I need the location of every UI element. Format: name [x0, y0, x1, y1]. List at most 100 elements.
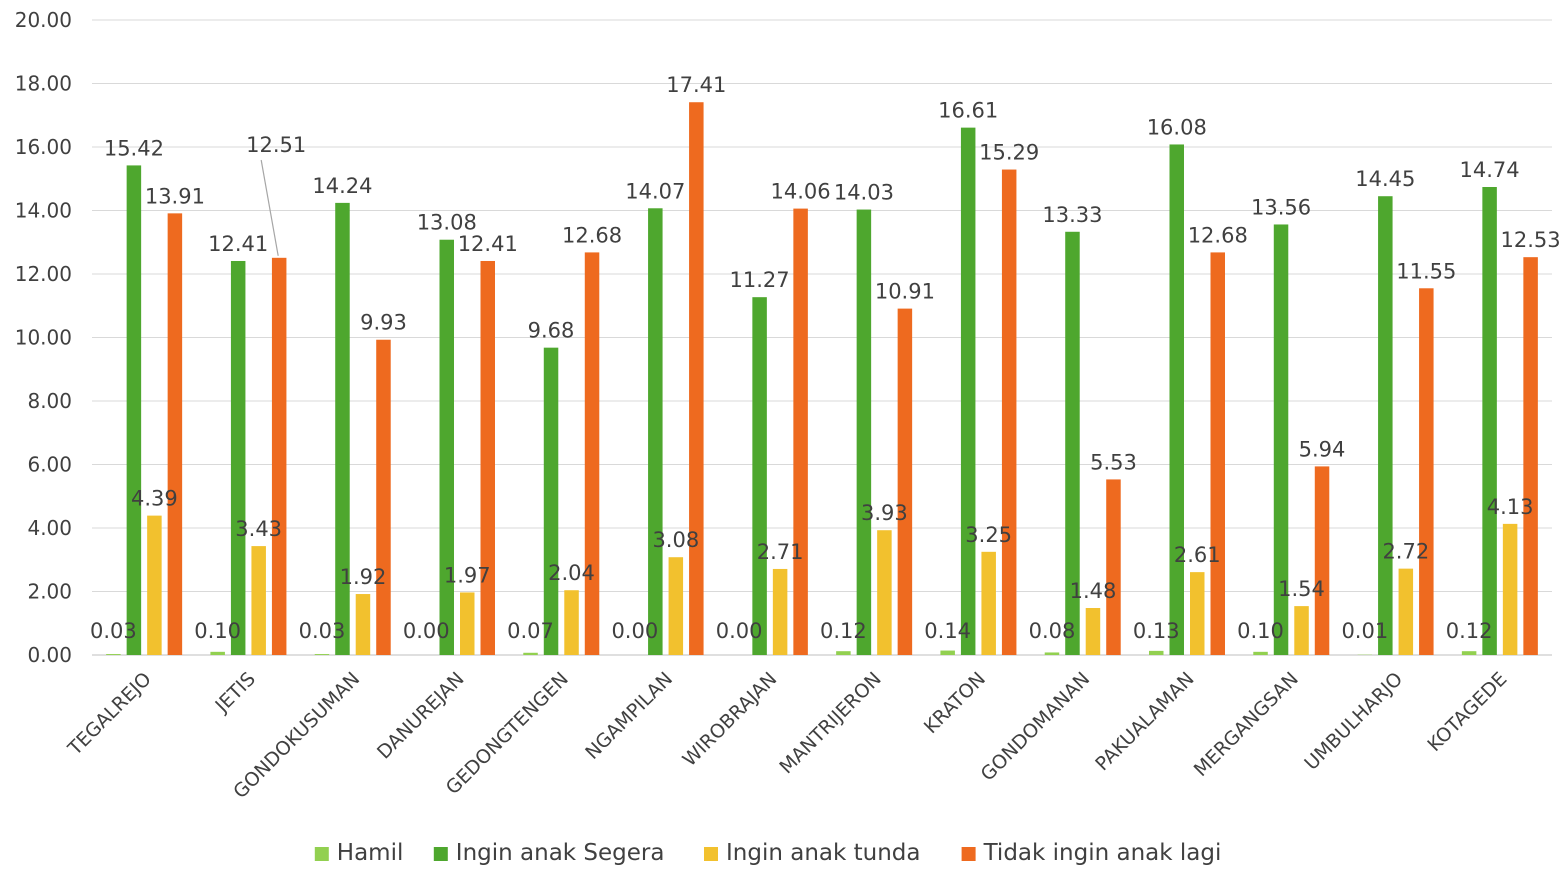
data-label: 14.74	[1460, 158, 1520, 182]
legend-label: Tidak ingin anak lagi	[983, 840, 1222, 866]
data-label: 0.07	[507, 619, 554, 643]
data-label: 0.10	[194, 619, 241, 643]
data-label: 1.97	[444, 563, 491, 587]
bar-ingin-anak-tunda	[1398, 568, 1414, 655]
legend-swatch	[961, 847, 976, 861]
data-label: 0.00	[716, 619, 763, 643]
data-label: 4.39	[131, 487, 178, 511]
bar-tidak-ingin-anak-lagi	[584, 252, 600, 655]
bar-ingin-anak-tunda	[460, 592, 475, 655]
x-category-label: GONDOMANAN	[977, 668, 1095, 786]
bar-ingin-anak-tunda	[1294, 606, 1309, 655]
y-tick-label: 12.00	[15, 262, 72, 286]
legend-swatch	[433, 847, 448, 861]
x-category-label: TEGALREJO	[63, 668, 155, 760]
y-tick-label: 16.00	[15, 135, 72, 159]
bar-hamil	[523, 652, 538, 655]
data-label: 0.12	[1446, 619, 1493, 643]
x-category-label: JETIS	[211, 668, 260, 717]
y-tick-label: 6.00	[27, 453, 72, 477]
data-label: 12.68	[1188, 223, 1248, 247]
data-label: 3.08	[652, 528, 699, 552]
data-label: 1.48	[1070, 579, 1117, 603]
bar-ingin-anak-tunda	[1502, 523, 1518, 655]
legend: Hamil Ingin anak Segera Ingin anak tunda Ti…	[314, 840, 1222, 866]
bar-tidak-ingin-anak-lagi	[793, 208, 808, 655]
data-label: 9.68	[528, 319, 575, 343]
data-label: 0.08	[1029, 619, 1076, 643]
bar-tidak-ingin-anak-lagi	[897, 308, 913, 655]
data-label: 9.93	[360, 311, 407, 335]
bars	[106, 102, 1538, 656]
data-label: 13.33	[1042, 203, 1102, 227]
legend-label: Ingin anak Segera	[456, 840, 665, 866]
bar-ingin-anak-tunda	[877, 530, 892, 655]
bar-ingin-anak-tunda	[251, 546, 266, 655]
bar-hamil	[836, 651, 851, 655]
data-label: 0.10	[1237, 619, 1284, 643]
data-label: 13.56	[1251, 195, 1311, 219]
data-label: 4.13	[1487, 495, 1534, 519]
x-category-label: MERGANGSAN	[1190, 668, 1303, 781]
bar-hamil	[1149, 650, 1164, 655]
bar-ingin-anak-segera	[648, 208, 663, 655]
bar-hamil	[210, 651, 225, 655]
bar-ingin-anak-tunda	[147, 515, 162, 655]
data-label: 0.14	[924, 619, 971, 643]
bar-ingin-anak-tunda	[355, 594, 371, 655]
data-label: 2.72	[1382, 540, 1429, 564]
bar-ingin-anak-segera	[230, 260, 246, 655]
leader-line	[260, 159, 279, 256]
data-label: 17.41	[666, 73, 726, 97]
bar-ingin-anak-tunda	[1190, 572, 1205, 655]
data-label: 12.41	[208, 232, 268, 256]
y-tick-label: 0.00	[27, 643, 72, 667]
data-label: 12.53	[1501, 228, 1561, 252]
bar-tidak-ingin-anak-lagi	[1523, 257, 1538, 655]
y-tick-label: 20.00	[15, 8, 72, 32]
data-labels: 0.03 0.10 0.03 0.00 0.07 0.00 0.00 0.12 0.14 0.08…	[90, 73, 1561, 643]
data-label: 0.00	[403, 619, 450, 643]
y-tick-label: 8.00	[27, 389, 72, 413]
bar-ingin-anak-tunda	[1085, 608, 1101, 655]
legend-label: Hamil	[337, 840, 404, 866]
bar-ingin-anak-tunda	[772, 568, 788, 655]
x-category-label: KOTAGEDE	[1423, 668, 1511, 756]
data-label: 5.53	[1090, 450, 1137, 474]
data-label: 14.07	[625, 179, 685, 203]
bar-tidak-ingin-anak-lagi	[1106, 479, 1121, 655]
data-label: 11.27	[730, 268, 790, 292]
bar-ingin-anak-tunda	[981, 551, 996, 655]
bar-hamil	[1461, 651, 1477, 655]
data-label: 12.51	[246, 133, 306, 157]
bar-tidak-ingin-anak-lagi	[1419, 288, 1434, 655]
bar-tidak-ingin-anak-lagi	[689, 102, 704, 656]
x-category-label: DANUREJAN	[373, 668, 469, 764]
data-label: 16.08	[1147, 115, 1207, 139]
gridlines	[92, 19, 1552, 656]
data-label: 3.25	[965, 523, 1012, 547]
bar-tidak-ingin-anak-lagi	[1001, 169, 1017, 656]
bar-ingin-anak-segera	[1169, 144, 1184, 655]
legend-swatch	[314, 847, 329, 861]
data-label: 12.68	[562, 223, 622, 247]
y-tick-label: 2.00	[27, 580, 72, 604]
data-label: 0.12	[820, 619, 867, 643]
bar-ingin-anak-segera	[1482, 187, 1497, 655]
bar-hamil	[106, 654, 121, 655]
bar-ingin-anak-segera	[335, 202, 350, 655]
bar-tidak-ingin-anak-lagi	[167, 213, 183, 656]
data-label: 0.00	[611, 619, 658, 643]
y-tick-label: 14.00	[15, 199, 72, 223]
y-tick-label: 18.00	[15, 72, 72, 96]
data-label: 15.29	[979, 141, 1039, 165]
legend-label: Ingin anak tunda	[726, 840, 921, 866]
bar-tidak-ingin-anak-lagi	[1314, 466, 1330, 655]
bar-tidak-ingin-anak-lagi	[271, 257, 287, 655]
data-label: 10.91	[875, 280, 935, 304]
data-label: 12.41	[458, 232, 518, 256]
x-category-label: PAKUALAMAN	[1091, 668, 1198, 775]
bar-ingin-anak-segera	[1273, 224, 1289, 655]
